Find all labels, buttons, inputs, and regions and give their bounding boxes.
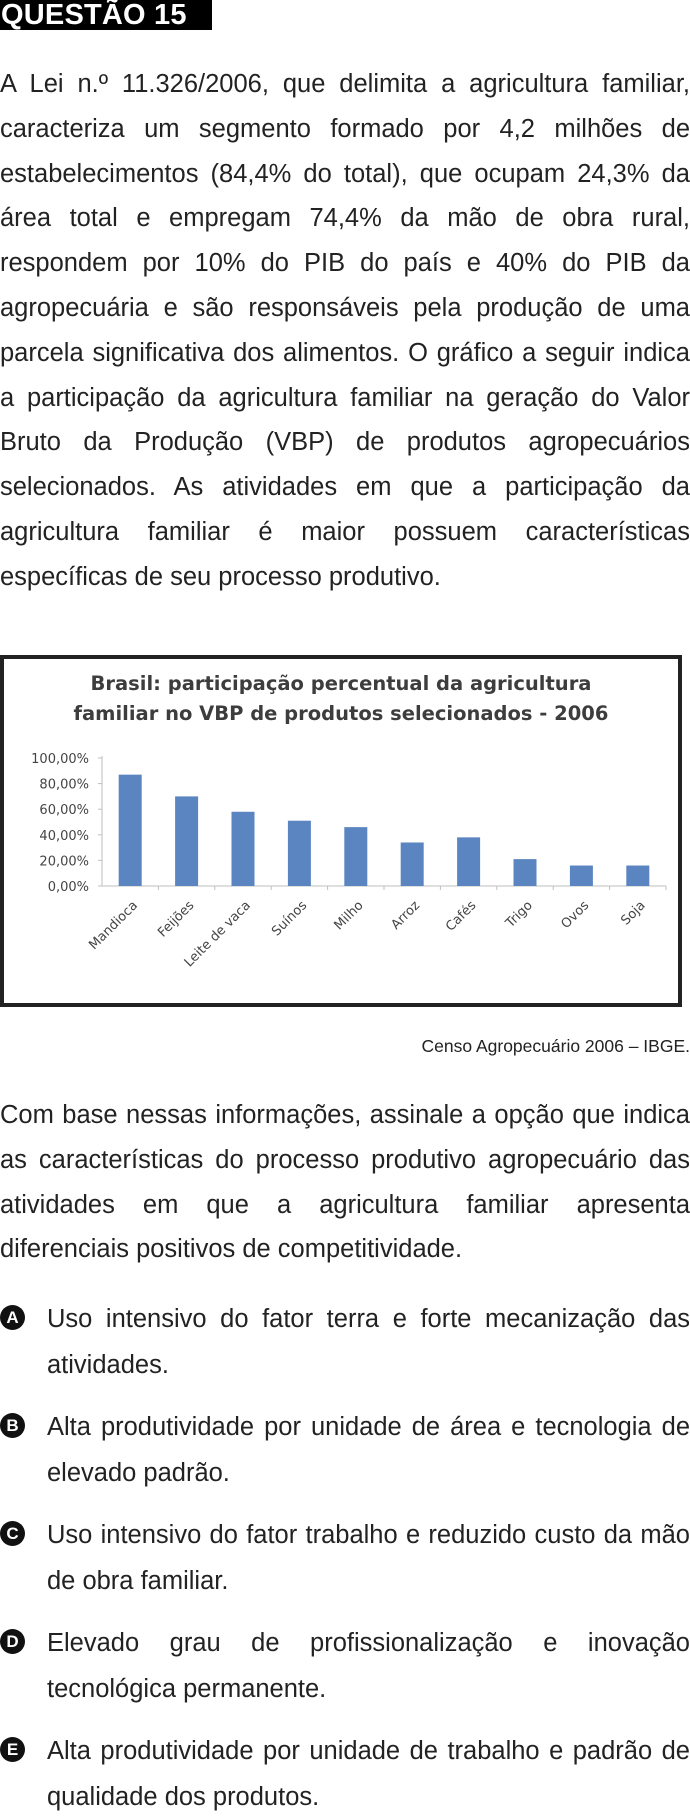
x-tick-label: Mandioca <box>86 898 141 953</box>
option-a-badge: A <box>0 1305 25 1330</box>
x-tick-label: Suínos <box>269 898 310 939</box>
x-tick-label: Milho <box>332 898 367 933</box>
bar-chart: 100,00% 80,00% 60,00% 40,00% 20,00% 0,00% Mand… <box>31 752 667 970</box>
option-a-text: Uso intensivo do fator terra e forte mec… <box>47 1305 690 1379</box>
bar-ovos <box>569 865 593 886</box>
bar-soja <box>626 865 650 886</box>
chart-title: Brasil: participação percentual da agric… <box>4 669 678 729</box>
x-tick-label: Feijões <box>155 898 197 940</box>
y-tick-label: 20,00% <box>39 854 89 869</box>
bar-milho <box>344 827 368 886</box>
intro-paragraph: A Lei n.º 11.326/2006, que delimita a ag… <box>0 70 690 591</box>
chart-frame: Brasil: participação percentual da agric… <box>0 655 682 1007</box>
option-d-badge: D <box>0 1629 25 1654</box>
chart-title-line-2: familiar no VBP de produtos selecionados… <box>73 702 609 725</box>
y-tick-label: 80,00% <box>39 778 89 793</box>
x-tick-label: Ovos <box>559 898 593 932</box>
y-tick-label: 0,00% <box>48 880 89 895</box>
bar-arroz <box>400 842 424 886</box>
bar-feijões <box>175 796 199 886</box>
bar-suínos <box>287 820 311 886</box>
option-c-badge: C <box>0 1521 25 1546</box>
bar-trigo <box>513 859 537 886</box>
bar-mandioca <box>118 774 142 886</box>
chart-source: Censo Agropecuário 2006 – IBGE. <box>421 1036 690 1056</box>
y-tick-label: 60,00% <box>39 803 89 818</box>
y-tick-label: 100,00% <box>31 752 89 767</box>
x-tick-label: Trigo <box>502 898 535 931</box>
option-c-text: Uso intensivo do fator trabalho e reduzi… <box>47 1521 690 1595</box>
option-b-text: Alta produtividade por unidade de área e… <box>47 1413 690 1487</box>
y-tick-label: 40,00% <box>39 829 89 844</box>
option-e-text: Alta produtividade por unidade de trabal… <box>47 1737 690 1811</box>
option-b-badge: B <box>0 1413 25 1438</box>
option-e-badge: E <box>0 1737 25 1762</box>
bar-leite-de-vaca <box>231 811 255 886</box>
question-paragraph: Com base nessas informações, assinale a … <box>0 1101 690 1264</box>
option-d-text: Elevado grau de profissionalização e ino… <box>47 1629 690 1703</box>
x-tick-label: Soja <box>618 898 648 928</box>
x-tick-label: Cafés <box>443 898 479 934</box>
chart-title-line-1: Brasil: participação percentual da agric… <box>90 672 592 695</box>
x-tick-label: Arroz <box>388 898 423 933</box>
bar-cafés <box>457 837 481 886</box>
question-header: QUESTÃO 15 <box>0 0 212 30</box>
